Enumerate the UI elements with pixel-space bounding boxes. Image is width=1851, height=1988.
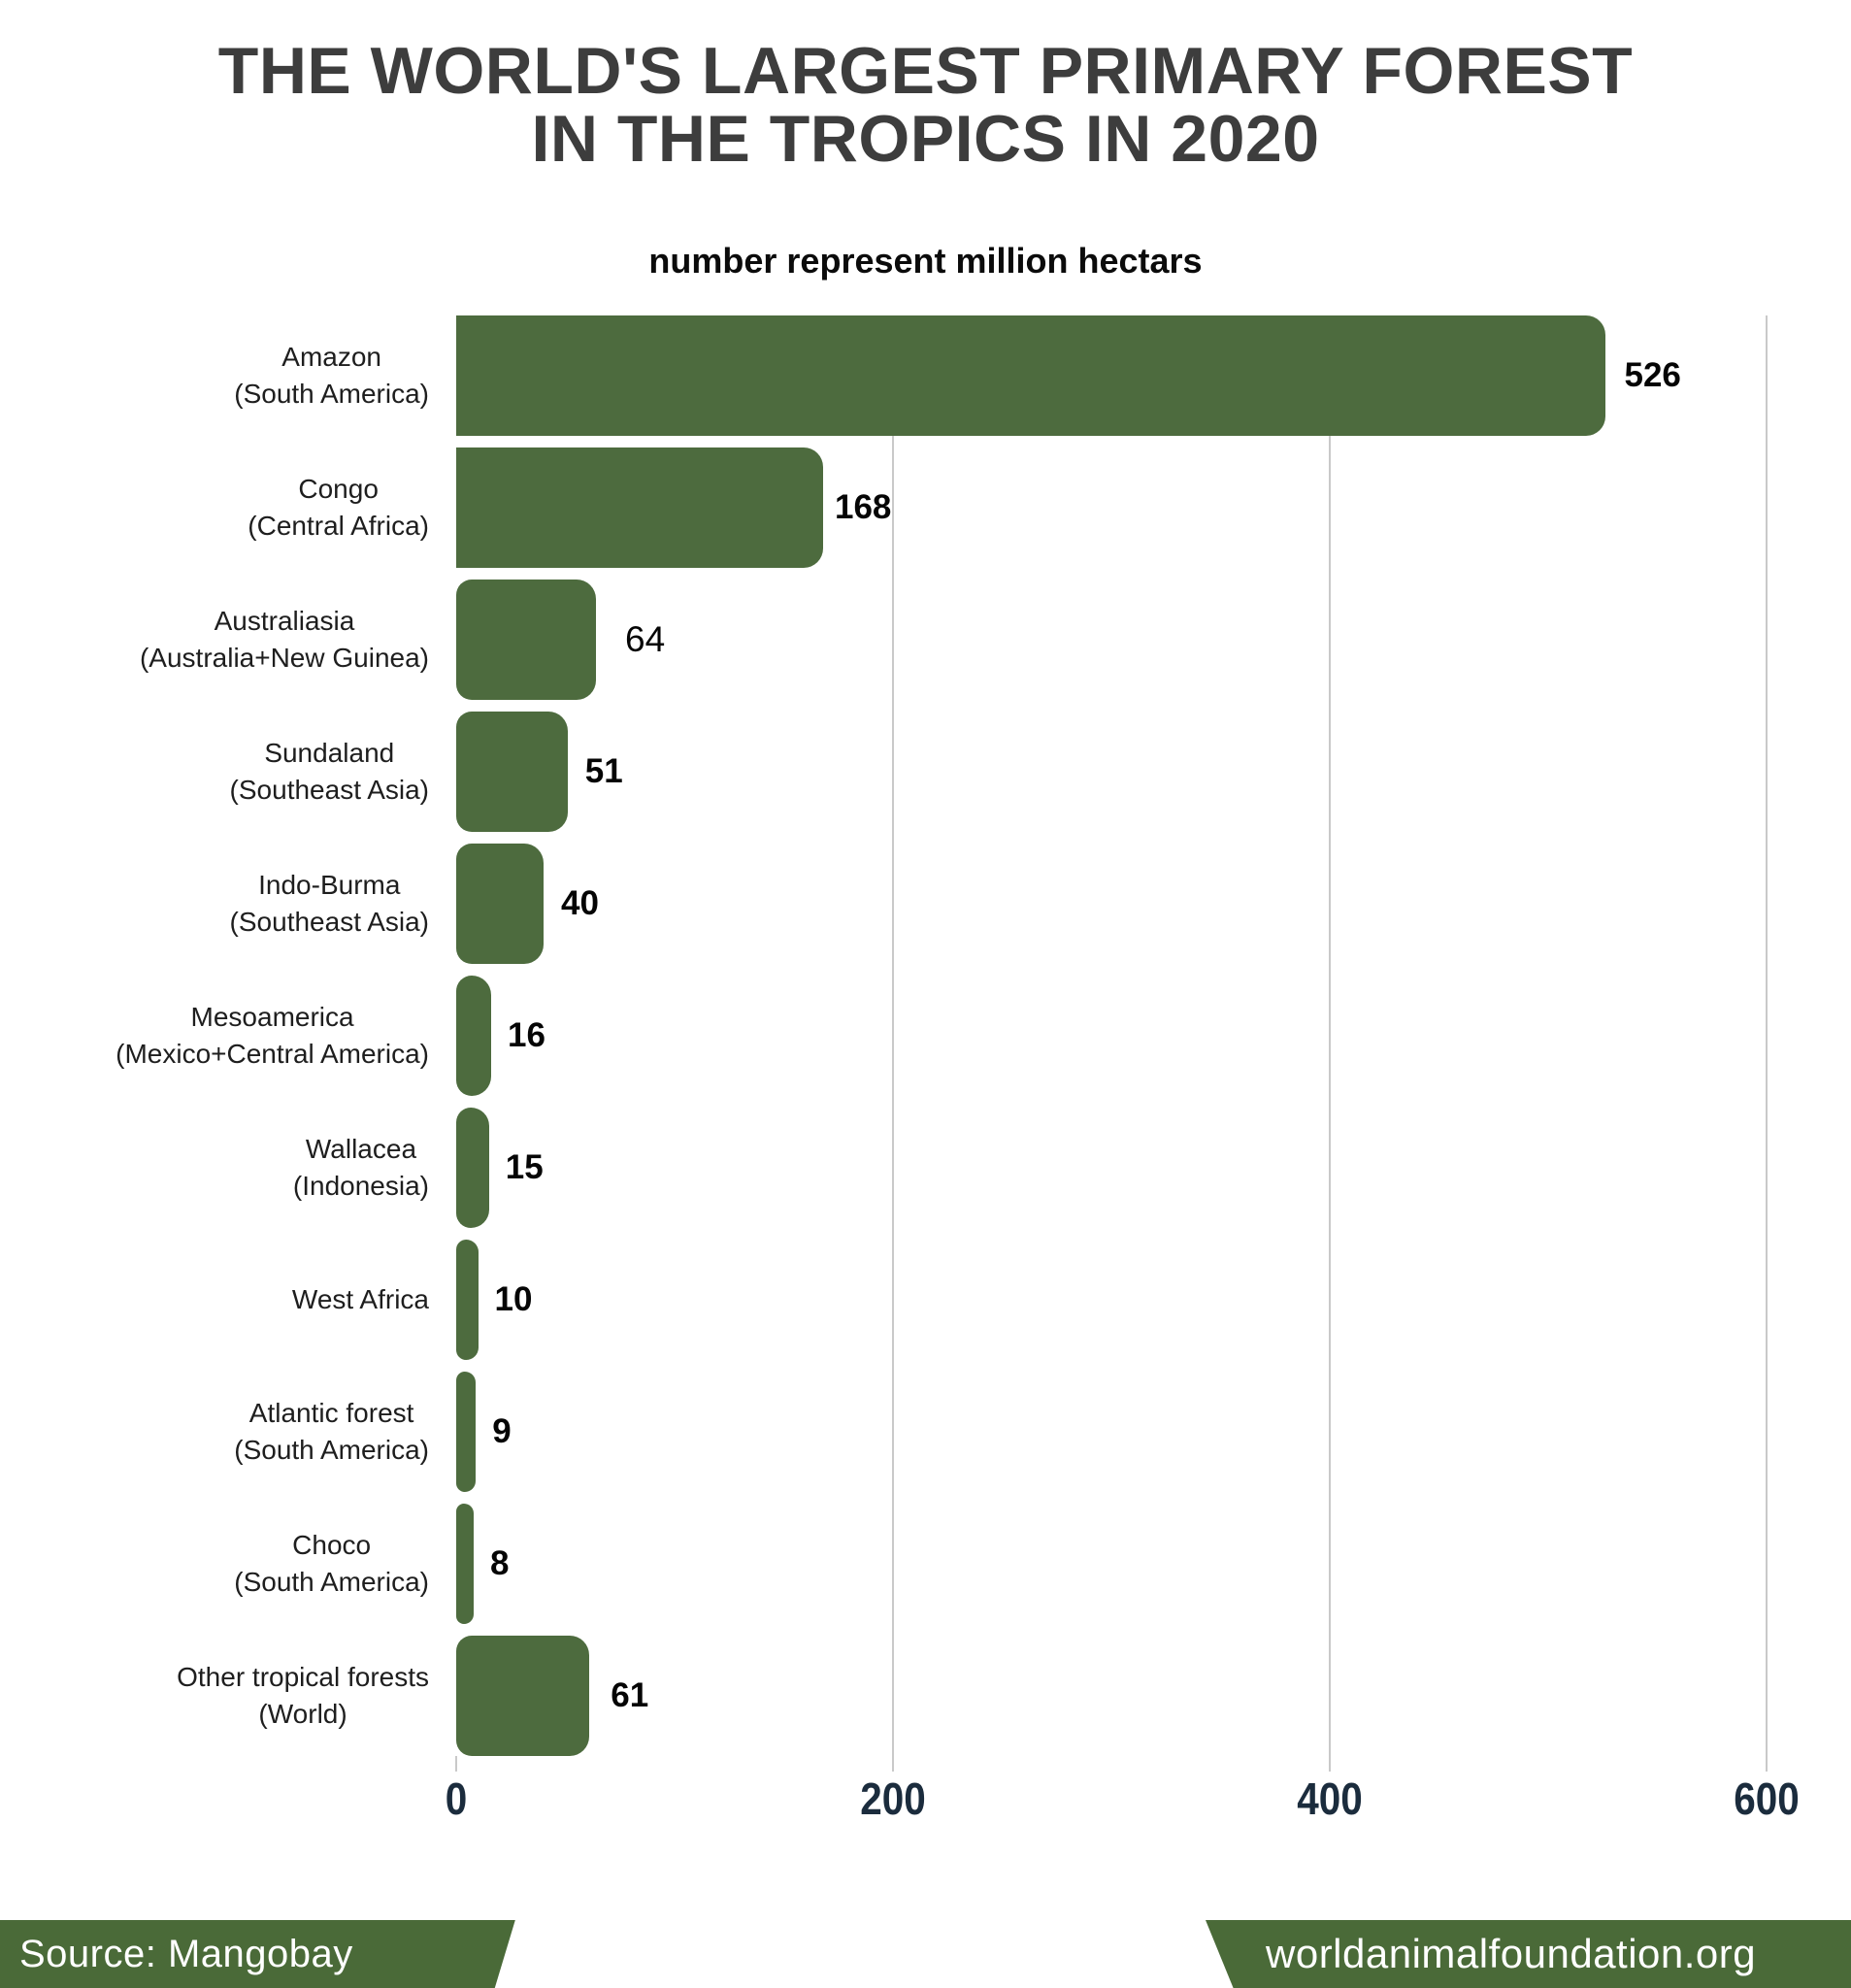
x-tick-label-400: 400 [1297, 1773, 1363, 1824]
category-label-text: Mesoamerica (Mexico+Central America) [116, 1002, 429, 1069]
bar [456, 1636, 590, 1756]
gridline-600 [1766, 315, 1768, 1772]
source-text: Source: Mangobay [19, 1932, 353, 1975]
category-label: Wallacea (Indonesia) [0, 1108, 429, 1228]
chart-title-line2: IN THE TROPICS IN 2020 [531, 102, 1320, 176]
bar-value-label: 16 [508, 1016, 545, 1054]
bar-value-label: 168 [835, 488, 892, 526]
category-label-text: Atlantic forest (South America) [234, 1398, 429, 1465]
bar-value-label: 526 [1624, 356, 1681, 394]
bar [456, 712, 568, 832]
x-tick-label-600: 600 [1734, 1773, 1800, 1824]
category-label-text: Other tropical forests (World) [177, 1662, 429, 1729]
category-label-text: Indo-Burma (Southeast Asia) [229, 870, 429, 937]
gridline-0 [455, 1756, 457, 1772]
bar [456, 580, 596, 700]
category-label-text: Australiasia (Australia+New Guinea) [139, 606, 429, 673]
x-tick-label-200: 200 [860, 1773, 926, 1824]
bar [456, 447, 823, 568]
category-label: Other tropical forests (World) [0, 1636, 429, 1756]
chart-title: THE WORLD'S LARGEST PRIMARY FOREST IN TH… [0, 37, 1851, 173]
bar-value-label: 51 [584, 752, 623, 790]
category-label: Australiasia (Australia+New Guinea) [0, 580, 429, 700]
bar-value-label: 10 [494, 1280, 533, 1318]
category-label-text: Choco (South America) [234, 1530, 429, 1597]
category-label: Sundaland (Southeast Asia) [0, 712, 429, 832]
category-label: Choco (South America) [0, 1504, 429, 1624]
x-tick-label-0: 0 [445, 1773, 468, 1824]
website-text: worldanimalfoundation.org [1266, 1931, 1757, 1976]
category-label-text: West Africa [291, 1284, 429, 1314]
category-label: West Africa [0, 1240, 429, 1360]
bar-value-label: 8 [490, 1544, 510, 1582]
category-label-text: Sundaland (Southeast Asia) [229, 738, 429, 805]
bar-value-label: 15 [505, 1148, 544, 1186]
bar-value-label: 64 [625, 619, 666, 659]
website-badge: worldanimalfoundation.org [1206, 1920, 1851, 1988]
category-label: Atlantic forest (South America) [0, 1372, 429, 1492]
bar-value-label: 9 [492, 1412, 512, 1450]
category-label-text: Congo (Central Africa) [248, 474, 429, 541]
category-label: Congo (Central Africa) [0, 447, 429, 568]
category-label-text: Wallacea (Indonesia) [292, 1134, 429, 1201]
gridline-200 [892, 315, 894, 1772]
bar [456, 1504, 474, 1624]
chart-subtitle: number represent million hectars [648, 241, 1203, 281]
chart-title-line1: THE WORLD'S LARGEST PRIMARY FOREST [217, 34, 1634, 108]
bar [456, 1240, 479, 1360]
bar-value-label: 61 [611, 1676, 649, 1714]
category-label: Amazon (South America) [0, 315, 429, 436]
source-badge: Source: Mangobay [0, 1920, 515, 1988]
bar [456, 1372, 477, 1492]
bar [456, 976, 491, 1096]
bar [456, 844, 544, 964]
category-label: Mesoamerica (Mexico+Central America) [0, 976, 429, 1096]
bar [456, 315, 1605, 436]
bar [456, 1108, 489, 1228]
bar-value-label: 40 [561, 884, 599, 922]
category-label-text: Amazon (South America) [234, 342, 429, 409]
category-label: Indo-Burma (Southeast Asia) [0, 844, 429, 964]
gridline-400 [1329, 315, 1331, 1772]
